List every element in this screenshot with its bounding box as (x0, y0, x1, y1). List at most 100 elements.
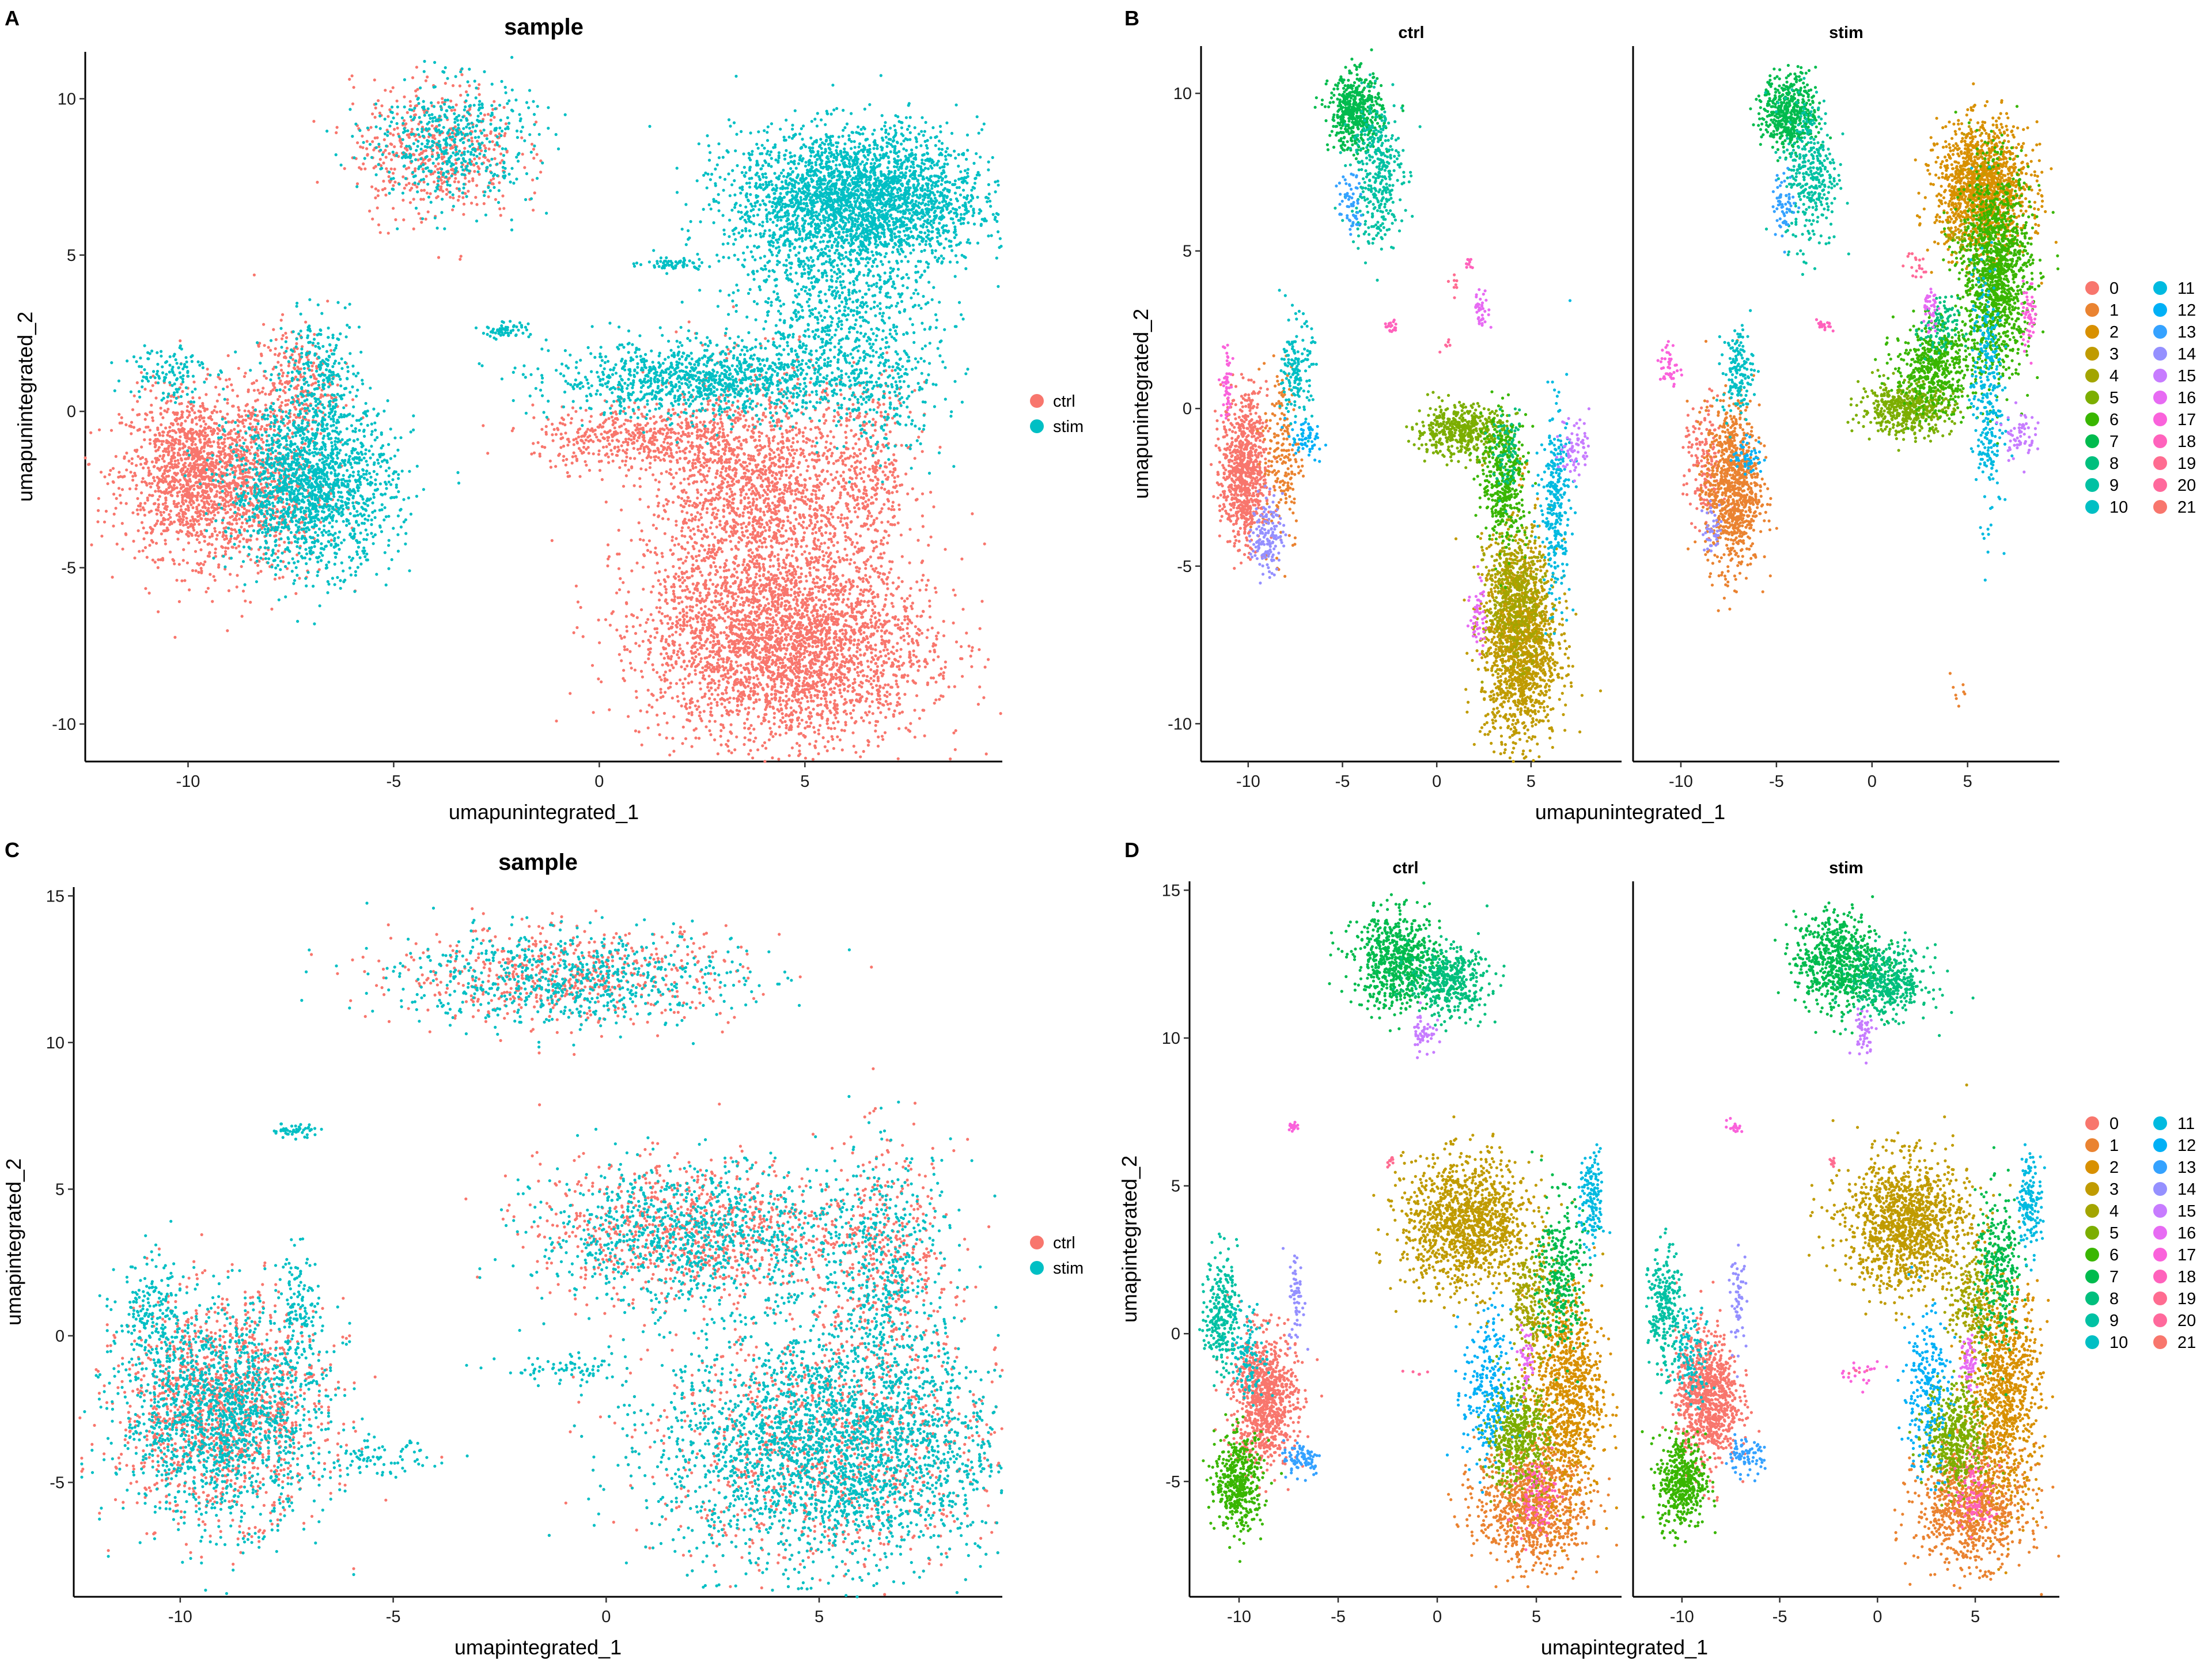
legend-label-cluster-0: 0 (2109, 1115, 2119, 1133)
y-tick-label: 10 (46, 1034, 65, 1052)
legend-key-cluster-15 (2153, 1204, 2167, 1218)
x-tick-label: -5 (1772, 1608, 1787, 1626)
legend-label-cluster-5: 5 (2109, 1224, 2119, 1243)
legend-key-cluster-7 (2085, 1270, 2099, 1283)
y-tick-label: -5 (61, 559, 76, 578)
facet-title-ctrl: ctrl (1392, 859, 1418, 877)
legend-label-cluster-13: 13 (2177, 1158, 2196, 1177)
x-tick-label: -5 (1335, 772, 1350, 791)
y-tick-label: 10 (1173, 85, 1192, 103)
legend-label-cluster-8: 8 (2109, 1290, 2119, 1308)
series-20-ctrl-points (1402, 1370, 1429, 1376)
x-tick-label: 0 (1873, 1608, 1882, 1626)
legend-label-cluster-17: 17 (2177, 1246, 2196, 1264)
y-tick-label: 0 (67, 403, 76, 421)
legend-label-cluster-4: 4 (2109, 367, 2119, 385)
legend-label-cluster-20: 20 (2177, 1312, 2196, 1330)
legend-key-cluster-4 (2085, 369, 2099, 382)
legend-label-cluster-14: 14 (2177, 345, 2196, 363)
legend-key-cluster-9 (2085, 1313, 2099, 1327)
legend-label-cluster-6: 6 (2109, 1246, 2119, 1264)
legend-label-cluster-11: 11 (2177, 279, 2195, 298)
y-tick-label: -5 (1177, 558, 1192, 576)
facet-title-stim: stim (1829, 24, 1863, 42)
x-tick-label: 5 (1527, 772, 1536, 791)
legend-label-cluster-15: 15 (2177, 367, 2196, 385)
legend-label-cluster-3: 3 (2109, 1180, 2119, 1199)
x-tick-label: -10 (1236, 772, 1260, 791)
series-stim-points (80, 902, 1003, 1598)
series-5-ctrl-points (1405, 391, 1519, 469)
plot-title: sample (498, 850, 578, 875)
series-17-ctrl-points (1288, 1121, 1300, 1133)
legend-label-cluster-5: 5 (2109, 389, 2119, 407)
series-19-stim-points (1828, 1157, 1836, 1168)
legend-label-ctrl: ctrl (1053, 392, 1075, 411)
legend-label-cluster-21: 21 (2177, 498, 2196, 517)
series-20-ctrl-points (1438, 338, 1452, 354)
legend-key-cluster-16 (2153, 391, 2167, 404)
legend-key-cluster-12 (2153, 303, 2167, 317)
legend-key-cluster-15 (2153, 369, 2167, 382)
series-6-stim-points (1641, 1421, 1717, 1547)
series-14-ctrl-points (1282, 1247, 1309, 1351)
legend-key-cluster-1 (2085, 1138, 2099, 1152)
legend-label-cluster-14: 14 (2177, 1180, 2196, 1199)
x-tick-label: -10 (1670, 1608, 1694, 1626)
legend-key-ctrl (1030, 394, 1044, 408)
x-axis-label: umapintegrated_1 (1541, 1635, 1708, 1659)
legend-key-cluster-19 (2153, 456, 2167, 470)
panel-label-a: A (5, 6, 20, 30)
legend-key-stim (1030, 419, 1044, 433)
legend-key-cluster-5 (2085, 391, 2099, 404)
legend-key-cluster-0 (2085, 1116, 2099, 1130)
legend-key-cluster-6 (2085, 1248, 2099, 1262)
y-tick-label: 5 (67, 247, 76, 265)
legend-key-cluster-19 (2153, 1291, 2167, 1305)
legend-key-cluster-21 (2153, 500, 2167, 514)
x-tick-label: 0 (1868, 772, 1877, 791)
legend-label-cluster-10: 10 (2109, 498, 2128, 517)
y-tick-label: 5 (1183, 243, 1192, 261)
plot-title: sample (504, 14, 584, 40)
x-tick-label: -10 (1669, 772, 1693, 791)
x-tick-label: 5 (1963, 772, 1972, 791)
legend-label-cluster-2: 2 (2109, 323, 2119, 342)
legend-label-cluster-12: 12 (2177, 301, 2196, 320)
legend-key-cluster-1 (2085, 303, 2099, 317)
legend-label-cluster-2: 2 (2109, 1158, 2119, 1177)
legend-key-cluster-21 (2153, 1335, 2167, 1349)
legend-key-cluster-13 (2153, 1160, 2167, 1174)
panel-label-b: B (1124, 6, 1139, 30)
y-tick-label: -5 (1165, 1473, 1180, 1491)
legend-key-cluster-3 (2085, 1182, 2099, 1196)
legend-label-cluster-18: 18 (2177, 433, 2196, 451)
x-axis-label: umapintegrated_1 (454, 1635, 622, 1659)
series-10-stim-points (1715, 309, 1760, 439)
series-3-stim-points (1808, 1084, 2020, 1321)
legend-key-ctrl (1030, 1236, 1044, 1249)
x-tick-label: 0 (1433, 1608, 1442, 1626)
series-7-ctrl-points (1314, 48, 1405, 160)
legend-key-cluster-14 (2153, 1182, 2167, 1196)
x-tick-label: 0 (594, 772, 604, 791)
legend-key-cluster-17 (2153, 1248, 2167, 1262)
x-tick-label: -5 (387, 772, 402, 791)
series-2-stim-points (1914, 82, 2058, 288)
x-tick-label: -5 (1769, 772, 1784, 791)
legend-label-cluster-11: 11 (2177, 1115, 2195, 1133)
x-axis-label: umapunintegrated_1 (1535, 800, 1725, 824)
legend-key-cluster-10 (2085, 500, 2099, 514)
series-15-stim-points (1849, 1007, 1878, 1065)
facet-title-stim: stim (1829, 859, 1863, 877)
y-tick-label: -10 (52, 715, 76, 734)
y-axis-label: umapintegrated_2 (2, 1158, 25, 1325)
legend-label-stim: stim (1053, 1259, 1084, 1278)
legend-label-cluster-13: 13 (2177, 323, 2196, 342)
series-10-ctrl-points (1218, 1300, 1274, 1407)
x-tick-label: 5 (815, 1608, 824, 1626)
legend-label-stim: stim (1053, 418, 1084, 436)
